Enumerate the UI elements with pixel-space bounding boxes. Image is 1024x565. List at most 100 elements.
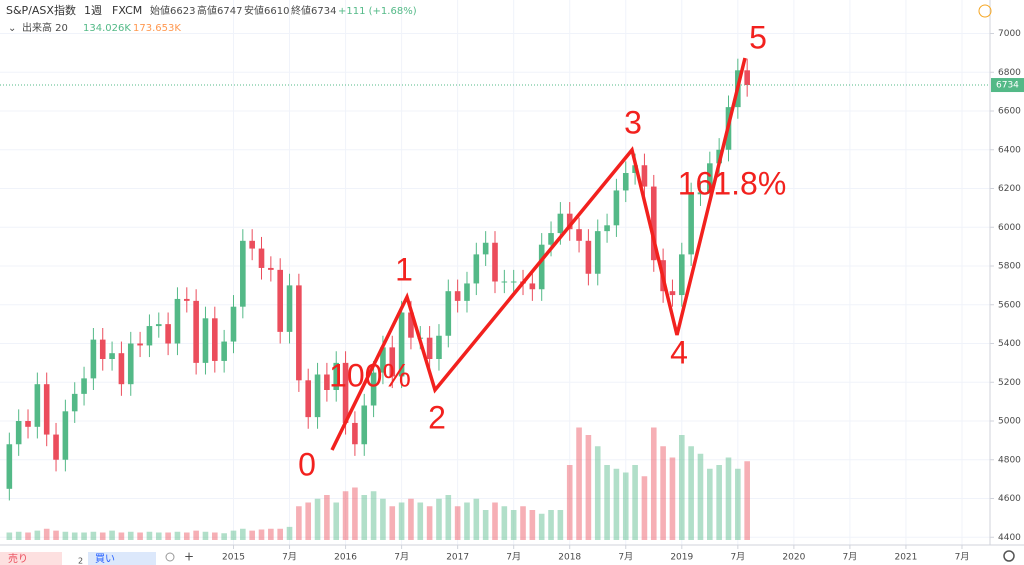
source: FXCM	[112, 4, 142, 17]
candle-body	[109, 353, 115, 359]
x-tick-label: 2016	[334, 553, 357, 563]
candle-body	[15, 421, 22, 445]
sell-label: 売り	[8, 552, 28, 565]
volume-bar	[669, 457, 676, 540]
candle-body	[594, 231, 601, 274]
x-tick-label: 7月	[282, 552, 297, 563]
volume-bar	[622, 472, 629, 540]
volume-bar	[165, 532, 171, 540]
candle-body	[678, 254, 685, 296]
candle-body	[165, 324, 171, 344]
candle-body	[454, 291, 461, 301]
toolbar-icon[interactable]	[165, 552, 175, 562]
x-tick-label: 2019	[670, 553, 693, 563]
candle-body	[604, 225, 610, 232]
candle-body	[585, 240, 592, 274]
candle-body	[155, 324, 162, 327]
y-tick-label: 5200	[998, 378, 1021, 388]
candle-body	[464, 283, 470, 301]
candle-body	[408, 312, 414, 338]
candle-body	[314, 374, 321, 418]
candle-body	[137, 343, 143, 346]
x-tick-label: 2018	[558, 553, 581, 563]
volume-bar	[352, 487, 358, 540]
ratio-label: 100%	[329, 357, 411, 393]
sell-button[interactable]	[0, 552, 62, 565]
ohlc-legend: 安値6610	[244, 4, 289, 17]
candle-body	[473, 254, 480, 284]
volume-bar	[6, 532, 13, 540]
candle-body	[613, 190, 620, 226]
volume-bar	[258, 529, 265, 540]
volume-bar	[529, 510, 536, 540]
candle-body	[81, 378, 87, 394]
wave-label: 2	[428, 399, 446, 435]
volume-bar	[501, 506, 508, 540]
volume-bar	[492, 502, 498, 540]
y-tick-label: 4600	[998, 494, 1021, 504]
candle-body	[342, 362, 349, 423]
volume-bar	[538, 513, 545, 540]
candle-body	[482, 242, 489, 255]
buy-button[interactable]	[88, 552, 156, 565]
candle-body	[370, 372, 377, 406]
volume-bar	[43, 528, 50, 540]
volume-bar	[202, 531, 209, 540]
candle-body	[212, 318, 218, 361]
y-tick-label: 7000	[998, 29, 1021, 39]
volume-bar	[585, 435, 592, 540]
ratio-label: 161.8%	[678, 165, 787, 201]
y-tick-label: 6400	[998, 145, 1021, 155]
volume-bar	[296, 506, 302, 540]
candle-body	[622, 173, 629, 191]
candle-body	[445, 291, 452, 336]
ohlc-legend: 終値6734	[291, 4, 336, 17]
candle-body	[53, 434, 59, 460]
candle-body	[557, 213, 564, 234]
volume-bar	[398, 502, 405, 540]
volume-bar	[193, 530, 199, 540]
volume-bar	[212, 532, 218, 540]
volume-legend: 173.653K	[133, 23, 181, 34]
volume-bar	[576, 427, 582, 540]
volume-bar	[314, 498, 321, 540]
candle-body	[62, 411, 69, 460]
volume-bar	[660, 446, 666, 540]
volume-legend: 134.026K	[83, 23, 131, 34]
candle-body	[324, 374, 330, 390]
y-tick-label: 4400	[998, 533, 1021, 543]
volume-bar	[716, 465, 722, 540]
candle-body	[230, 306, 237, 342]
x-tick-label: 2015	[222, 553, 245, 563]
volume-bar	[62, 531, 69, 540]
volume-legend: 出来高 20	[22, 21, 68, 34]
candle-body	[697, 192, 704, 195]
last-price-box	[991, 78, 1024, 93]
candle-body	[426, 337, 433, 359]
volume-bar	[137, 532, 143, 540]
add-button[interactable]: +	[184, 550, 194, 564]
volume-bar	[510, 510, 517, 540]
volume-bar	[688, 446, 694, 540]
settings-icon[interactable]	[1003, 550, 1015, 562]
last-price-label: 6734	[996, 81, 1019, 91]
volume-bar	[127, 531, 134, 540]
candle-body	[221, 341, 227, 361]
candle-body	[529, 283, 536, 290]
volume-bar	[594, 446, 601, 540]
volume-bar	[71, 532, 78, 540]
volume-bar	[118, 532, 125, 540]
candle-body	[688, 194, 694, 255]
alert-icon[interactable]	[978, 4, 992, 18]
candle-body	[25, 421, 31, 427]
wave-label: 0	[298, 446, 316, 482]
volume-bar	[464, 502, 470, 540]
candle-body	[352, 422, 358, 445]
candle-body	[305, 380, 312, 418]
candle-body	[277, 269, 283, 332]
volume-bar	[240, 528, 246, 540]
axes: 4400 4600 4800 5000 5200 5400 5600 5800 6000 6200…	[0, 29, 1024, 563]
volume-bar	[678, 435, 685, 540]
candle-body	[510, 281, 517, 283]
y-tick-label: 5000	[998, 417, 1021, 427]
